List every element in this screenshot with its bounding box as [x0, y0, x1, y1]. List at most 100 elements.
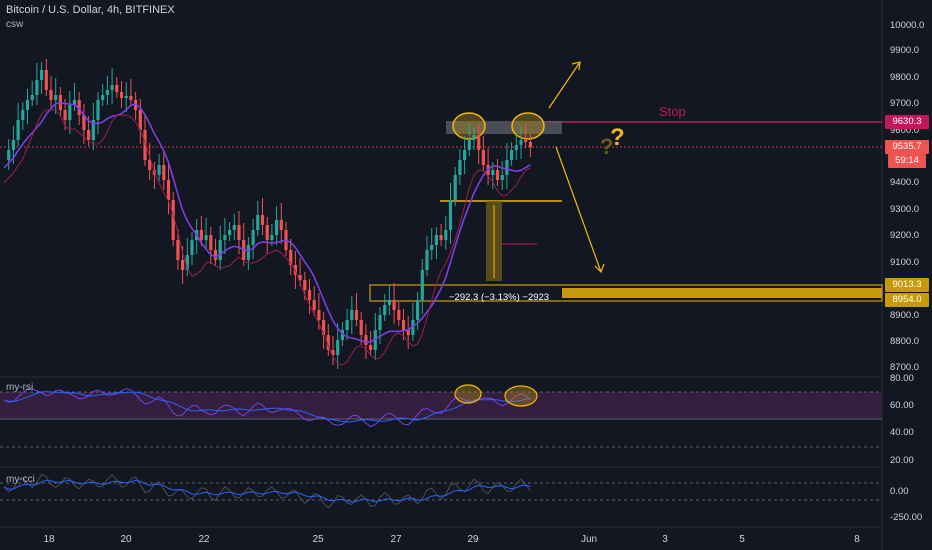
price-tick: 9900.0 — [890, 45, 920, 56]
candle-body — [364, 335, 368, 345]
candle-body — [223, 235, 227, 240]
stop-annotation[interactable]: Stop — [659, 104, 686, 119]
candle-body — [293, 265, 297, 275]
candle-body — [25, 100, 30, 110]
candle-body — [101, 95, 105, 100]
candle-body — [68, 105, 72, 120]
time-tick: 29 — [467, 534, 479, 545]
candle-body — [524, 140, 528, 142]
candle-body — [312, 300, 316, 310]
top-circle-2[interactable] — [511, 112, 545, 140]
ma-line-red — [3, 109, 531, 366]
candle-body — [467, 140, 471, 150]
candle-body — [444, 230, 448, 240]
candle-body — [166, 180, 171, 200]
symbol-title[interactable]: Bitcoin / U.S. Dollar, 4h, BITFINEX — [6, 4, 175, 16]
countdown-badge: 59:14 — [888, 154, 926, 168]
candle-body — [218, 240, 222, 260]
measure-label: −292.3 (−3.13%) −2923 — [449, 292, 550, 303]
candle-body — [54, 95, 58, 100]
candle-body — [425, 250, 429, 270]
candle-body — [416, 300, 420, 320]
question-mark[interactable]: ? — [610, 124, 625, 151]
candle-body — [260, 215, 265, 225]
candle-body — [322, 320, 326, 335]
candle-body — [514, 145, 518, 150]
cci-tick: -250.00 — [890, 512, 923, 523]
candle-body — [96, 100, 100, 120]
candle-body — [30, 95, 34, 100]
support-lower-badge: 8954.0 — [885, 293, 929, 307]
rsi-pane — [0, 384, 882, 448]
support-zone[interactable] — [369, 284, 883, 302]
time-tick: 8 — [854, 534, 860, 545]
candle-body — [345, 320, 349, 330]
candle-body — [420, 270, 424, 300]
candle-body — [495, 170, 500, 180]
candle-body — [477, 135, 481, 150]
candle-body — [237, 225, 241, 240]
candle-body — [115, 85, 119, 92]
candle-body — [383, 305, 387, 315]
candle-body — [369, 345, 373, 350]
cci-label[interactable]: my-cci — [6, 474, 35, 485]
price-tick: 9300.0 — [890, 204, 920, 215]
candle-body — [63, 110, 67, 120]
candle-body — [213, 250, 218, 260]
time-tick: 20 — [120, 534, 132, 545]
arrow-down[interactable] — [555, 146, 605, 274]
candle-body — [11, 140, 15, 150]
last-price-badge: 9535.7 — [885, 140, 929, 154]
price-tick: 8800.0 — [890, 336, 920, 347]
candle-body — [176, 240, 180, 260]
price-tick: 9800.0 — [890, 72, 920, 83]
candle-body — [453, 175, 457, 200]
candle-body — [528, 142, 532, 147]
candle-body — [77, 100, 81, 115]
candle-body — [82, 115, 86, 130]
candle-body — [162, 165, 166, 180]
candle-body — [439, 235, 443, 240]
candle-body — [279, 220, 283, 230]
arrow-up[interactable] — [548, 61, 581, 109]
candle-body — [157, 165, 161, 175]
candle-body — [340, 330, 344, 340]
candle-body — [387, 300, 391, 305]
candle-body — [228, 230, 232, 235]
candle-body — [505, 160, 509, 175]
candle-body — [44, 70, 48, 90]
price-tick: 8700.0 — [890, 362, 920, 373]
time-tick: 25 — [312, 534, 324, 545]
candle-body — [458, 160, 462, 175]
candle-body — [21, 110, 25, 120]
rsi-circle-2 — [504, 385, 538, 407]
candle-body — [119, 92, 124, 98]
time-tick: 3 — [662, 534, 668, 545]
cci-tick: 0.00 — [890, 486, 909, 497]
support-upper-badge: 9013.3 — [885, 278, 929, 292]
candle-body — [171, 200, 175, 240]
candle-body — [49, 90, 53, 100]
rsi-label[interactable]: my-rsi — [6, 382, 34, 393]
price-tick: 10000.0 — [890, 20, 925, 31]
candle-body — [124, 96, 128, 98]
candle-body — [354, 310, 359, 320]
candle-body — [16, 120, 20, 140]
candle-body — [204, 235, 208, 240]
price-tick: 9100.0 — [890, 257, 920, 268]
resistance-box[interactable] — [446, 121, 562, 134]
candle-body — [190, 240, 194, 255]
candle-body — [138, 110, 142, 130]
candle-body — [105, 90, 109, 95]
indicator-label[interactable]: csw — [6, 19, 24, 30]
candle-body — [181, 260, 185, 270]
rsi-tick: 60.00 — [890, 400, 914, 411]
candle-body — [519, 140, 523, 145]
candle-body — [199, 230, 203, 240]
candle-body — [401, 320, 406, 330]
candle-body — [256, 215, 260, 230]
candle-body — [143, 130, 147, 160]
candle-body — [317, 310, 321, 320]
candle-body — [246, 245, 250, 260]
